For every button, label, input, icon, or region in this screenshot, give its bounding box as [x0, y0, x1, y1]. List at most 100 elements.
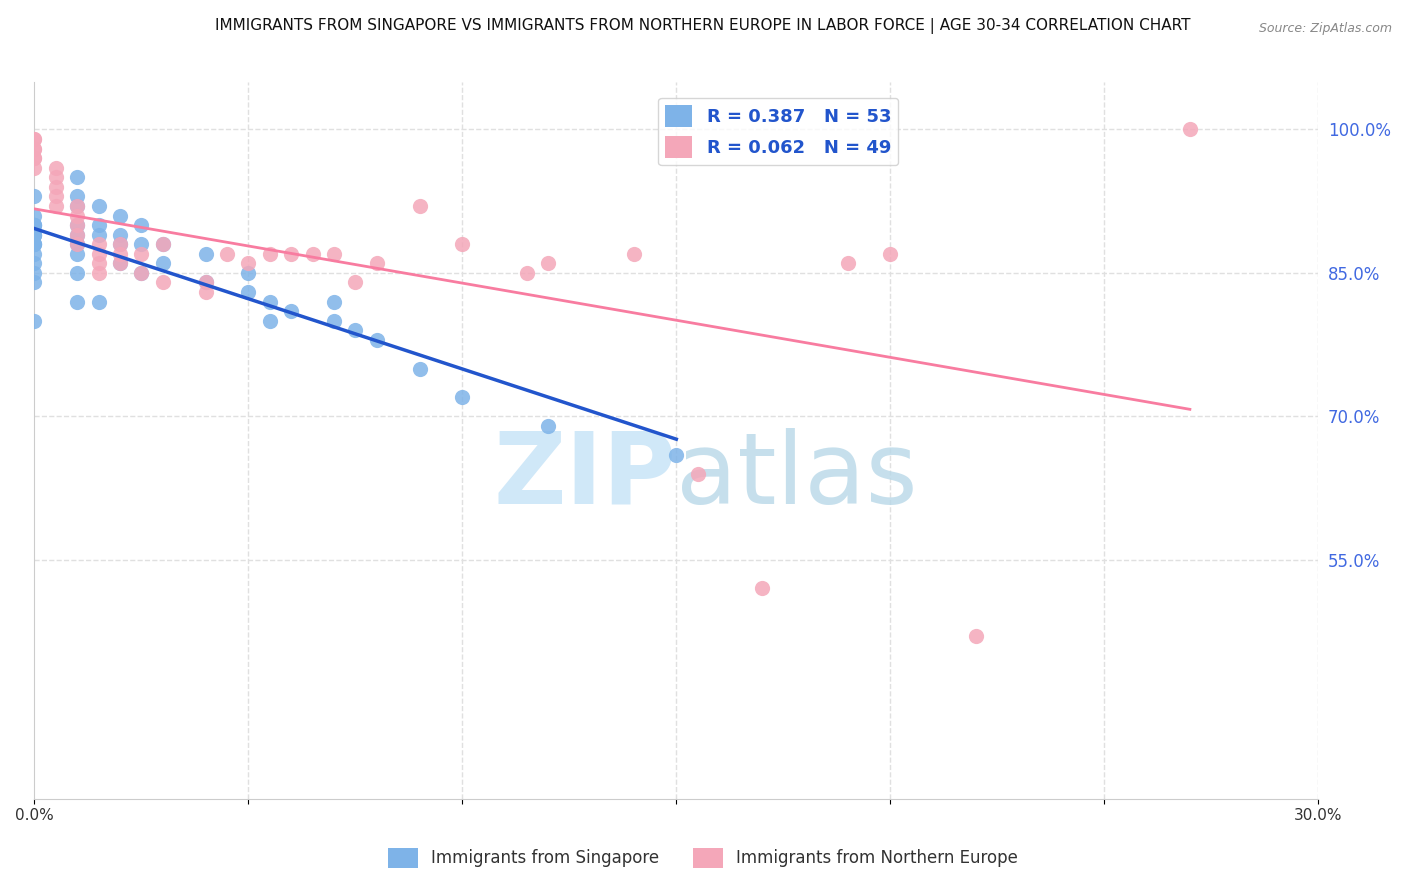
Point: [22, 151, 45, 165]
Point: [131, 266, 153, 280]
Point: [108, 227, 131, 242]
Point: [194, 276, 217, 290]
Legend: R = 0.387   N = 53, R = 0.062   N = 49: R = 0.387 N = 53, R = 0.062 N = 49: [658, 98, 898, 165]
Point: [344, 323, 367, 337]
Point: [751, 582, 773, 596]
Point: [22, 227, 45, 242]
Point: [22, 237, 45, 252]
Point: [108, 209, 131, 223]
Point: [451, 237, 474, 252]
Point: [194, 276, 217, 290]
Point: [45, 179, 67, 194]
Point: [323, 314, 346, 328]
Point: [66, 227, 89, 242]
Point: [623, 247, 645, 261]
Point: [45, 161, 67, 175]
Point: [22, 237, 45, 252]
Point: [965, 629, 987, 643]
Point: [22, 132, 45, 146]
Point: [323, 247, 346, 261]
Text: ZIP: ZIP: [494, 427, 676, 524]
Point: [152, 276, 174, 290]
Point: [22, 237, 45, 252]
Point: [66, 247, 89, 261]
Point: [108, 247, 131, 261]
Point: [22, 227, 45, 242]
Point: [108, 256, 131, 270]
Point: [366, 256, 388, 270]
Point: [22, 266, 45, 280]
Point: [66, 170, 89, 185]
Point: [66, 237, 89, 252]
Point: [408, 199, 430, 213]
Point: [152, 237, 174, 252]
Legend: Immigrants from Singapore, Immigrants from Northern Europe: Immigrants from Singapore, Immigrants fr…: [381, 841, 1025, 875]
Point: [22, 314, 45, 328]
Point: [45, 199, 67, 213]
Point: [131, 237, 153, 252]
Point: [66, 294, 89, 309]
Point: [259, 314, 281, 328]
Point: [66, 266, 89, 280]
Point: [280, 304, 302, 318]
Point: [22, 132, 45, 146]
Point: [87, 294, 110, 309]
Point: [408, 361, 430, 376]
Point: [108, 256, 131, 270]
Point: [66, 199, 89, 213]
Point: [22, 218, 45, 232]
Point: [87, 237, 110, 252]
Point: [45, 189, 67, 203]
Point: [344, 276, 367, 290]
Point: [66, 189, 89, 203]
Point: [66, 227, 89, 242]
Point: [66, 209, 89, 223]
Point: [22, 189, 45, 203]
Point: [537, 418, 560, 433]
Point: [22, 276, 45, 290]
Point: [22, 151, 45, 165]
Point: [66, 218, 89, 232]
Point: [301, 247, 323, 261]
Point: [686, 467, 709, 481]
Text: atlas: atlas: [676, 427, 918, 524]
Point: [194, 285, 217, 299]
Point: [22, 142, 45, 156]
Point: [87, 218, 110, 232]
Text: IMMIGRANTS FROM SINGAPORE VS IMMIGRANTS FROM NORTHERN EUROPE IN LABOR FORCE | AG: IMMIGRANTS FROM SINGAPORE VS IMMIGRANTS …: [215, 18, 1191, 34]
Point: [87, 199, 110, 213]
Point: [238, 285, 260, 299]
Point: [87, 227, 110, 242]
Point: [22, 142, 45, 156]
Point: [259, 294, 281, 309]
Point: [238, 256, 260, 270]
Point: [366, 333, 388, 347]
Text: Source: ZipAtlas.com: Source: ZipAtlas.com: [1258, 22, 1392, 36]
Point: [22, 227, 45, 242]
Point: [66, 237, 89, 252]
Point: [87, 266, 110, 280]
Point: [131, 266, 153, 280]
Point: [131, 247, 153, 261]
Point: [22, 218, 45, 232]
Point: [108, 237, 131, 252]
Point: [879, 247, 901, 261]
Point: [22, 247, 45, 261]
Point: [194, 247, 217, 261]
Point: [22, 209, 45, 223]
Point: [515, 266, 537, 280]
Point: [215, 247, 238, 261]
Point: [66, 199, 89, 213]
Point: [665, 448, 688, 462]
Point: [66, 218, 89, 232]
Point: [87, 256, 110, 270]
Point: [131, 218, 153, 232]
Point: [22, 218, 45, 232]
Point: [280, 247, 302, 261]
Point: [323, 294, 346, 309]
Point: [87, 247, 110, 261]
Point: [537, 256, 560, 270]
Point: [108, 237, 131, 252]
Point: [259, 247, 281, 261]
Point: [152, 256, 174, 270]
